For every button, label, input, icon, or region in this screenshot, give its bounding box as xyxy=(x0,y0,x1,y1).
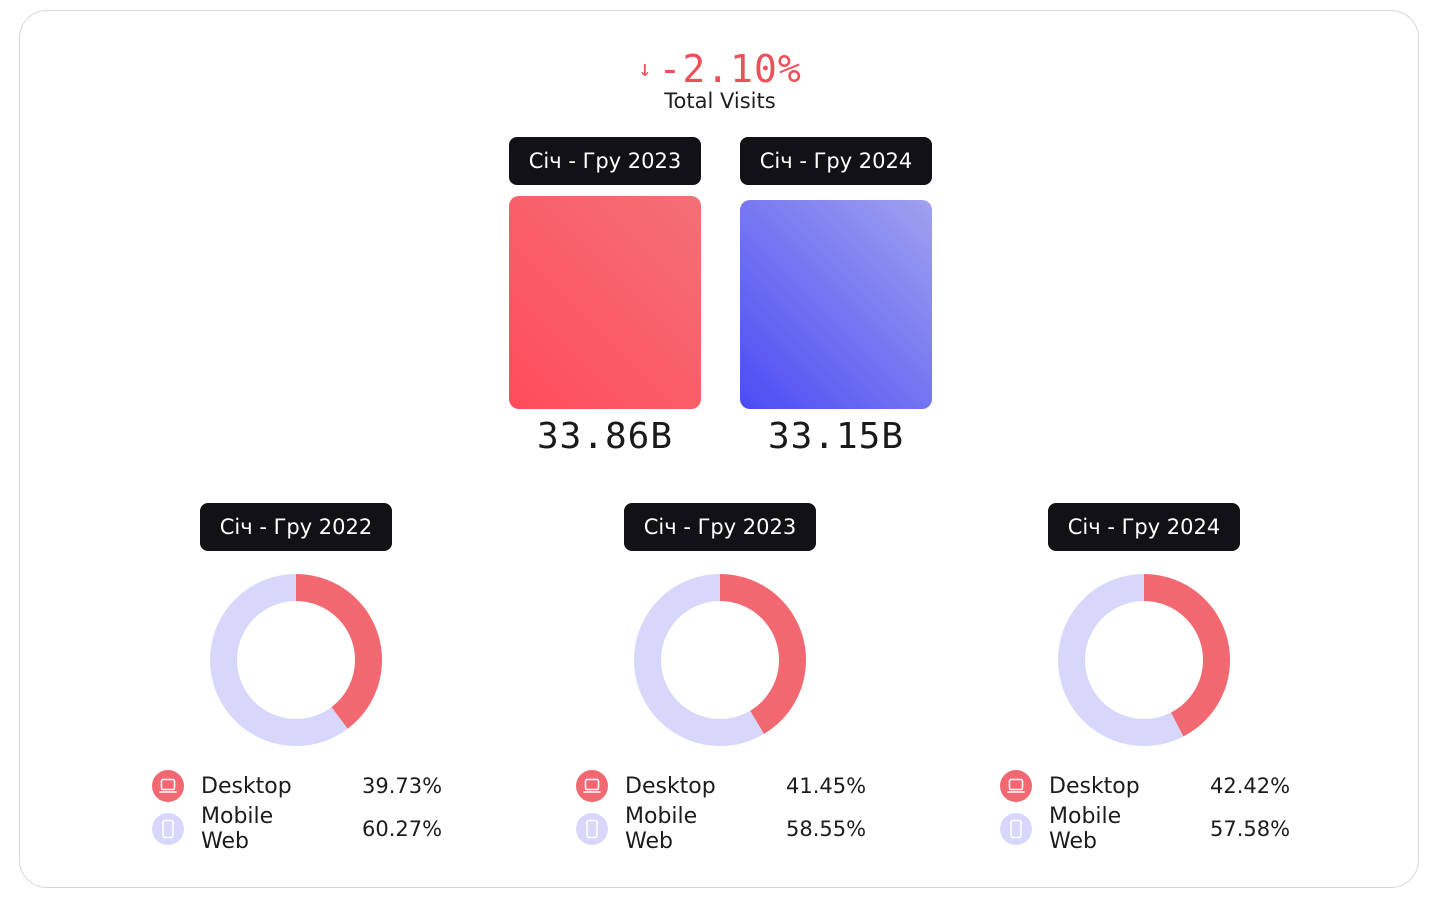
laptop-icon xyxy=(152,770,184,802)
donut-period-label-2024: Січ - Гру 2024 xyxy=(1048,503,1240,551)
bar-2023 xyxy=(509,196,701,409)
donut-slice-mobile-web xyxy=(210,574,382,746)
total-visits-label: Total Visits xyxy=(664,89,776,113)
bar-2024 xyxy=(740,200,932,409)
legend-value: 39.73% xyxy=(362,774,443,798)
legend-desktop-2024: Desktop 42.42% xyxy=(1000,769,1290,803)
donut-period-label-2022: Січ - Гру 2022 xyxy=(200,503,392,551)
donut-chart-2023 xyxy=(634,574,806,746)
arrow-down-icon: ↓ xyxy=(638,57,653,82)
legend-label: Mobile Web xyxy=(1049,804,1122,854)
donut-chart-2022 xyxy=(210,574,382,746)
legend-label: Desktop xyxy=(201,773,292,799)
visits-card xyxy=(19,10,1419,888)
legend-label: Mobile Web xyxy=(625,804,698,854)
visits-change-value: -2.10% xyxy=(658,47,802,91)
legend-desktop-2022: Desktop 39.73% xyxy=(152,769,442,803)
legend-label: Desktop xyxy=(1049,773,1140,799)
legend-mobile-2024: Mobile Web 57.58% xyxy=(1000,804,1290,854)
legend-value: 60.27% xyxy=(362,817,443,841)
legend-mobile-2022: Mobile Web 60.27% xyxy=(152,804,442,854)
visits-change: ↓ -2.10% xyxy=(0,48,1440,91)
bar-value-2024: 33.15B xyxy=(767,416,905,457)
legend-value: 42.42% xyxy=(1210,774,1291,798)
phone-icon xyxy=(576,813,608,845)
legend-value: 57.58% xyxy=(1210,817,1291,841)
bar-period-label-2024: Січ - Гру 2024 xyxy=(740,137,932,185)
phone-icon xyxy=(1000,813,1032,845)
legend-label: Desktop xyxy=(625,773,716,799)
bar-period-label-2023: Січ - Гру 2023 xyxy=(509,137,701,185)
donut-period-label-2023: Січ - Гру 2023 xyxy=(624,503,816,551)
total-visits-summary: ↓ -2.10% Total Visits xyxy=(0,48,1440,115)
phone-icon xyxy=(152,813,184,845)
legend-label: Mobile Web xyxy=(201,804,274,854)
legend-desktop-2023: Desktop 41.45% xyxy=(576,769,866,803)
bar-value-2023: 33.86B xyxy=(536,416,674,457)
donut-slice-mobile-web xyxy=(1058,574,1230,746)
legend-mobile-2023: Mobile Web 58.55% xyxy=(576,804,866,854)
legend-value: 58.55% xyxy=(786,817,867,841)
donut-slice-mobile-web xyxy=(634,574,806,746)
legend-value: 41.45% xyxy=(786,774,867,798)
laptop-icon xyxy=(1000,770,1032,802)
laptop-icon xyxy=(576,770,608,802)
donut-chart-2024 xyxy=(1058,574,1230,746)
